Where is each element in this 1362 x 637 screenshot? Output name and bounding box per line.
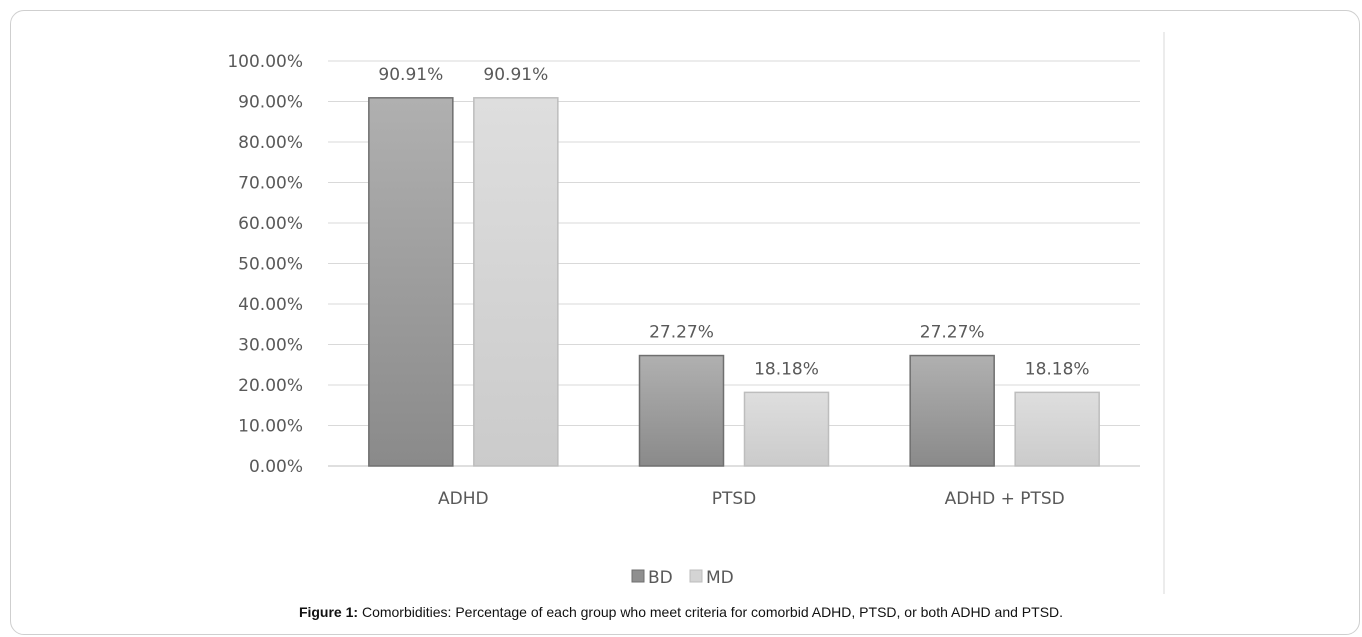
y-tick-label: 10.00%	[238, 417, 303, 437]
legend-label-bd: BD	[648, 568, 673, 588]
x-category-label: ADHD	[438, 489, 489, 509]
legend-label-md: MD	[706, 568, 734, 588]
data-label: 27.27%	[649, 323, 714, 343]
legend-swatch-bd	[631, 569, 645, 583]
y-tick-label: 90.00%	[238, 93, 303, 113]
data-label: 27.27%	[920, 323, 985, 343]
y-tick-label: 30.00%	[238, 336, 303, 356]
caption-label: Figure 1:	[298, 604, 359, 620]
caption-text: Comorbidities: Percentage of each group …	[358, 604, 1064, 620]
y-tick-label: 100.00%	[227, 52, 303, 72]
bar-md	[1014, 391, 1100, 467]
bar-md	[473, 97, 559, 467]
bar-bd	[368, 97, 454, 467]
figure-frame	[10, 10, 1360, 635]
y-tick-label: 0.00%	[249, 457, 303, 477]
y-tick-label: 40.00%	[238, 295, 303, 315]
figure-caption: Figure 1: Comorbidities: Percentage of e…	[0, 604, 1362, 620]
x-category-label: PTSD	[712, 489, 757, 509]
bar-bd	[638, 354, 725, 467]
legend-swatch-md	[689, 569, 703, 583]
bar-chart: 0.00% 10.00% 20.00% 30.00% 40.00% 50.00% 60.00…	[227, 32, 1165, 594]
data-label: 90.91%	[378, 65, 443, 85]
data-label: 18.18%	[1025, 359, 1090, 379]
y-tick-label: 20.00%	[238, 376, 303, 396]
data-label: 18.18%	[754, 359, 819, 379]
y-tick-label: 80.00%	[238, 133, 303, 153]
y-tick-label: 70.00%	[238, 174, 303, 194]
x-category-label: ADHD + PTSD	[945, 489, 1065, 509]
bar-bd	[909, 354, 995, 467]
y-tick-label: 50.00%	[238, 255, 303, 275]
bar-md	[743, 391, 830, 467]
data-label: 90.91%	[483, 65, 548, 85]
y-tick-label: 60.00%	[238, 214, 303, 234]
